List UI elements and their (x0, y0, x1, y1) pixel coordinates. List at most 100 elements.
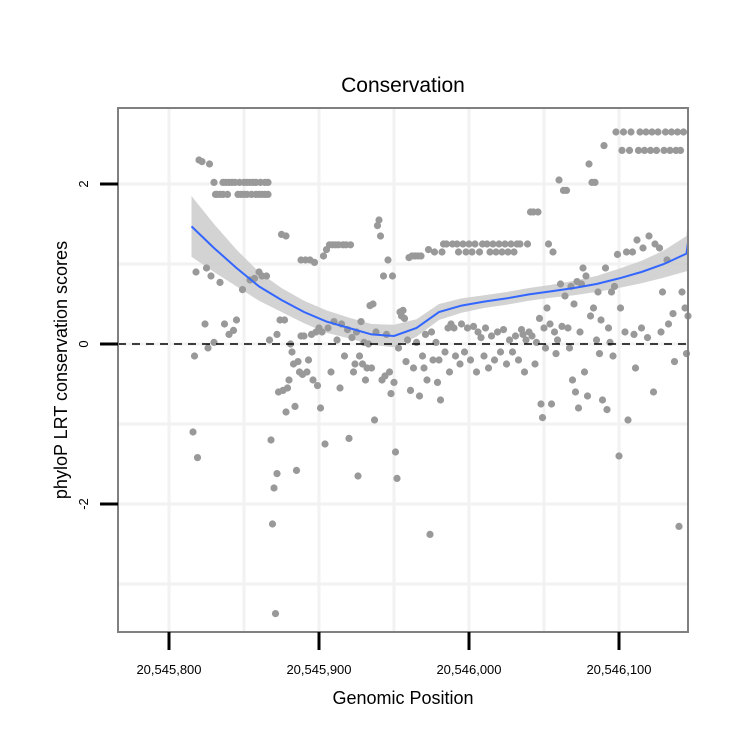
data-point (531, 360, 539, 368)
data-point (210, 178, 218, 186)
data-point (205, 160, 214, 168)
data-point (273, 470, 281, 478)
data-point (519, 330, 527, 338)
data-point (418, 352, 427, 360)
data-point (591, 178, 599, 186)
data-point (541, 344, 550, 352)
data-point (469, 322, 478, 330)
data-point (282, 408, 290, 416)
data-point (658, 288, 667, 296)
data-point (450, 324, 458, 332)
data-point (556, 280, 565, 288)
data-point (394, 344, 403, 352)
data-point (270, 484, 278, 492)
data-point (508, 348, 517, 356)
data-point (367, 364, 376, 372)
data-point (624, 416, 632, 424)
data-point (654, 128, 662, 136)
data-point (432, 338, 440, 346)
data-point (640, 146, 649, 154)
data-point (579, 264, 587, 272)
data-point (609, 352, 617, 360)
data-point (390, 378, 398, 386)
data-point (369, 300, 377, 308)
data-point (355, 352, 364, 360)
data-point (538, 414, 547, 422)
data-point (370, 416, 379, 424)
data-point (561, 292, 569, 300)
data-point (220, 320, 229, 328)
data-point (361, 376, 370, 384)
data-point (412, 338, 421, 346)
data-point (430, 248, 439, 256)
data-point (568, 376, 577, 384)
data-point (333, 336, 341, 344)
points (189, 128, 692, 618)
data-point (486, 248, 494, 256)
data-point (216, 278, 224, 286)
data-point (495, 240, 503, 248)
data-point (283, 384, 292, 392)
data-point (667, 128, 676, 136)
data-point (571, 388, 580, 396)
data-point (592, 336, 601, 344)
data-point (645, 232, 653, 240)
data-point (319, 252, 328, 260)
data-point (309, 376, 317, 384)
data-point (480, 352, 488, 360)
data-point (460, 348, 469, 356)
data-point (441, 348, 449, 356)
data-point (433, 378, 442, 386)
data-point (555, 176, 563, 184)
data-point (520, 368, 529, 376)
data-point (643, 334, 652, 342)
data-point (229, 326, 238, 334)
x-tick-label: 20,545,900 (286, 662, 351, 677)
data-point (633, 236, 641, 244)
data-point (657, 328, 665, 336)
data-point (637, 324, 646, 332)
data-point (625, 146, 634, 154)
data-point (202, 264, 211, 272)
data-point (501, 240, 509, 248)
data-point (310, 258, 319, 266)
data-point (570, 300, 578, 308)
data-point (646, 146, 655, 154)
data-point (406, 386, 415, 394)
data-point (375, 216, 383, 224)
data-point (262, 272, 271, 280)
data-point (466, 356, 475, 364)
data-point (678, 288, 686, 296)
data-point (471, 240, 479, 248)
data-point (546, 320, 554, 328)
data-point (271, 610, 280, 618)
data-point (510, 248, 518, 256)
data-point (642, 128, 650, 136)
data-point (438, 248, 446, 256)
data-point (580, 368, 589, 376)
data-point (483, 240, 491, 248)
data-point (586, 312, 595, 320)
data-point (648, 128, 656, 136)
data-point (504, 248, 512, 256)
data-point (484, 364, 493, 372)
data-point (505, 336, 514, 344)
chart-title: Conservation (341, 74, 465, 97)
data-point (429, 356, 437, 364)
data-point (618, 146, 626, 154)
data-point (373, 222, 382, 230)
data-point (268, 520, 277, 528)
data-point (597, 316, 605, 324)
data-point (264, 190, 272, 198)
data-point (472, 368, 481, 376)
data-point (198, 158, 206, 166)
data-point (619, 128, 628, 136)
data-point (400, 314, 409, 322)
data-point (631, 364, 640, 372)
data-point (192, 268, 200, 276)
data-point (190, 352, 199, 360)
data-point (613, 250, 622, 258)
data-point (477, 334, 485, 342)
y-tick-label: -2 (76, 498, 91, 510)
data-point (321, 440, 329, 448)
